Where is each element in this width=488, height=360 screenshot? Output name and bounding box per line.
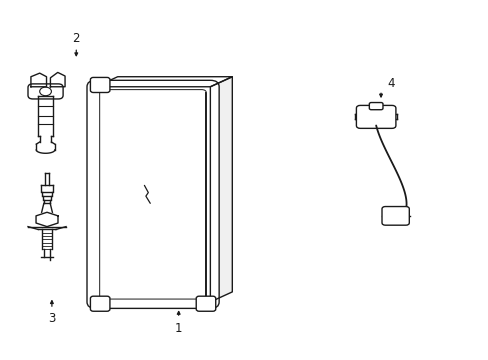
Text: 1: 1 <box>175 322 182 335</box>
Polygon shape <box>36 212 58 226</box>
Polygon shape <box>50 72 65 87</box>
FancyBboxPatch shape <box>356 105 395 129</box>
Polygon shape <box>96 77 232 87</box>
FancyBboxPatch shape <box>87 80 219 309</box>
Text: 4: 4 <box>386 77 394 90</box>
FancyBboxPatch shape <box>28 84 63 99</box>
FancyBboxPatch shape <box>368 103 382 110</box>
Polygon shape <box>210 77 232 302</box>
FancyBboxPatch shape <box>90 77 110 93</box>
FancyBboxPatch shape <box>196 296 215 311</box>
FancyBboxPatch shape <box>100 90 206 299</box>
Text: 2: 2 <box>72 32 80 45</box>
FancyBboxPatch shape <box>90 296 110 311</box>
Polygon shape <box>31 73 46 87</box>
FancyBboxPatch shape <box>381 207 408 225</box>
Text: 3: 3 <box>48 311 56 325</box>
